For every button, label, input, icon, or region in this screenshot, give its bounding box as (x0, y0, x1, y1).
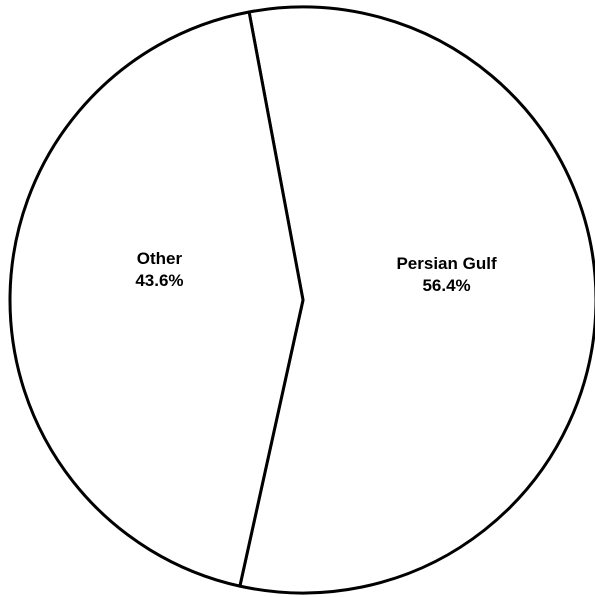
slice-label: Persian Gulf (396, 254, 496, 273)
pie-slice (8, 10, 305, 588)
slice-label: Other (137, 249, 183, 268)
slice-value-label: 43.6% (135, 271, 183, 290)
pie-slice (238, 5, 595, 595)
slice-value-label: 56.4% (422, 276, 470, 295)
